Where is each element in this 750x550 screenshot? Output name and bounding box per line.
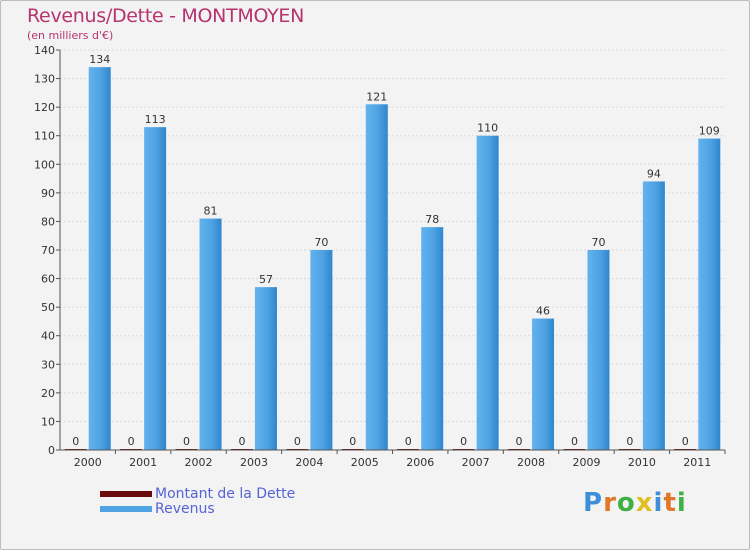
logo-letter: i <box>676 488 687 518</box>
x-tick-label: 2009 <box>572 456 600 469</box>
bar-revenus <box>88 67 111 451</box>
y-tick-label: 130 <box>34 73 55 86</box>
bar-revenus <box>199 218 222 450</box>
y-grid <box>60 49 725 451</box>
legend-item-dette: Montant de la Dette <box>100 485 296 502</box>
y-tick-label: 20 <box>41 387 55 400</box>
bar-revenus <box>476 135 499 450</box>
y-tick-label: 50 <box>41 301 55 314</box>
data-label-dette: 0 <box>405 435 412 448</box>
y-tick-label: 100 <box>34 158 55 171</box>
data-label-revenus: 113 <box>145 113 166 126</box>
bar-revenus <box>587 250 610 450</box>
x-tick-label: 2008 <box>517 456 545 469</box>
data-label-dette: 0 <box>238 435 245 448</box>
bar-revenus <box>254 287 277 450</box>
y-tick-label: 120 <box>34 101 55 114</box>
legend-swatch-revenus <box>100 505 152 512</box>
data-label-revenus: 78 <box>425 213 439 226</box>
y-tick-label: 90 <box>41 187 55 200</box>
bar-revenus <box>421 227 444 450</box>
legend-item-revenus: Revenus <box>100 500 295 517</box>
y-tick-label: 60 <box>41 273 55 286</box>
data-label-revenus: 109 <box>699 125 720 138</box>
y-axis: 0 10 20 30 40 50 60 70 80 90 100 110 120 130 140 <box>34 44 61 457</box>
logo-letter: r <box>603 488 617 518</box>
data-label-dette: 0 <box>460 435 467 448</box>
data-label-dette: 0 <box>571 435 578 448</box>
data-label-dette: 0 <box>682 435 689 448</box>
y-tick-label: 70 <box>41 244 55 257</box>
data-label-revenus: 70 <box>591 236 605 249</box>
data-label-revenus: 121 <box>366 90 387 103</box>
logo-letter: x <box>635 488 654 518</box>
x-tick-label: 2002 <box>185 456 213 469</box>
legend-label-dette: Montant de la Dette <box>155 485 296 502</box>
data-label-dette: 0 <box>626 435 633 448</box>
data-label-dette: 0 <box>128 435 135 448</box>
logo-letter: o <box>616 488 636 518</box>
y-tick-label: 10 <box>41 415 55 428</box>
legend-label-revenus: Revenus <box>155 500 215 517</box>
bar-revenus <box>532 318 555 450</box>
bar-revenus <box>698 138 721 451</box>
x-tick-label: 2003 <box>240 456 268 469</box>
data-label-revenus: 134 <box>89 53 110 66</box>
x-tick-label: 2005 <box>351 456 379 469</box>
y-tick-label: 80 <box>41 215 55 228</box>
data-label-dette: 0 <box>183 435 190 448</box>
data-label-dette: 0 <box>294 435 301 448</box>
data-label-revenus: 57 <box>259 273 273 286</box>
bars: 0 134 0 113 0 81 0 57 0 70 0 121 0 78 0 110 0 46 0 70 0 94 0 10… <box>64 53 721 451</box>
proxiti-logo: Proxiti <box>583 488 687 518</box>
bar-revenus <box>365 104 388 451</box>
data-label-revenus: 46 <box>536 305 550 318</box>
y-tick-label: 0 <box>48 444 55 457</box>
data-label-revenus: 70 <box>314 236 328 249</box>
chart-subtitle: (en milliers d'€) <box>27 29 114 42</box>
logo-letter: i <box>653 488 664 518</box>
x-tick-label: 2007 <box>462 456 490 469</box>
legend: Montant de la Dette Revenus <box>100 485 296 517</box>
data-label-dette: 0 <box>516 435 523 448</box>
data-label-dette: 0 <box>72 435 79 448</box>
y-tick-label: 30 <box>41 358 55 371</box>
y-tick-label: 40 <box>41 330 55 343</box>
data-label-revenus: 81 <box>204 205 218 218</box>
logo-letter: P <box>583 488 604 518</box>
bar-revenus <box>144 127 167 451</box>
bar-revenus <box>642 181 665 450</box>
x-tick-label: 2006 <box>406 456 434 469</box>
x-tick-label: 2010 <box>628 456 656 469</box>
x-axis: 2000 2001 2002 2003 2004 2005 2006 2007 2008 2009… <box>60 449 726 469</box>
data-label-dette: 0 <box>349 435 356 448</box>
x-tick-label: 2000 <box>74 456 102 469</box>
chart-title: Revenus/Dette - MONTMOYEN <box>27 5 304 27</box>
y-tick-label: 140 <box>34 44 55 57</box>
x-tick-label: 2004 <box>295 456 323 469</box>
bar-revenus <box>310 250 333 450</box>
x-tick-label: 2001 <box>129 456 157 469</box>
data-label-revenus: 110 <box>477 122 498 135</box>
legend-swatch-dette <box>100 490 152 497</box>
logo-letter: t <box>663 488 677 518</box>
data-label-revenus: 94 <box>647 167 661 180</box>
x-tick-label: 2011 <box>683 456 711 469</box>
y-tick-label: 110 <box>34 130 55 143</box>
